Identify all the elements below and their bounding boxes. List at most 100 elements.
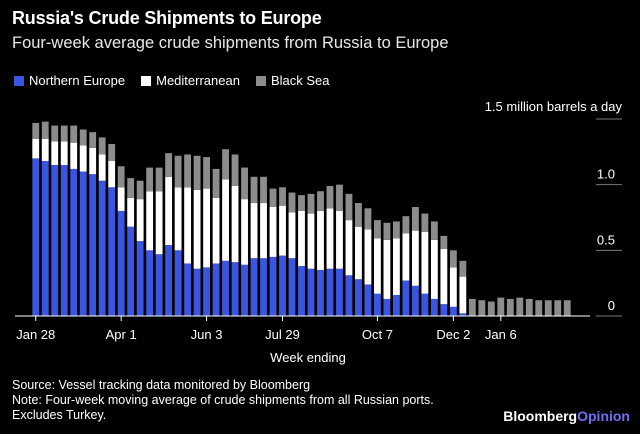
bar-mediterranean <box>250 203 258 259</box>
bar-mediterranean <box>430 239 438 299</box>
bar-northern-europe <box>336 268 343 316</box>
bar-black-sea <box>506 298 514 316</box>
bar-black-sea <box>241 167 248 200</box>
y-tick-label: 0 <box>608 298 615 313</box>
bar-northern-europe <box>51 164 59 316</box>
bar-black-sea <box>193 155 201 190</box>
bar-black-sea <box>32 122 40 139</box>
bar-black-sea <box>317 191 324 211</box>
bar-mediterranean <box>336 210 343 269</box>
bar-mediterranean <box>193 189 201 269</box>
bar-mediterranean <box>392 238 400 295</box>
bar-mediterranean <box>402 233 410 281</box>
bar-northern-europe <box>184 263 192 316</box>
bar-northern-europe <box>98 180 106 316</box>
bar-northern-europe <box>222 260 229 316</box>
bar-black-sea <box>41 121 49 139</box>
brand-main: Bloomberg <box>503 408 578 424</box>
bar-mediterranean <box>184 187 192 264</box>
bar-mediterranean <box>288 212 296 259</box>
bar-northern-europe <box>136 241 144 316</box>
legend-item-mediterranean: Mediterranean <box>141 73 240 88</box>
x-tick-label: Dec 2 <box>436 327 470 342</box>
bar-black-sea <box>374 220 381 239</box>
bar-mediterranean <box>32 138 40 159</box>
legend-label-mediterranean: Mediterranean <box>156 73 240 88</box>
bar-northern-europe <box>241 264 248 316</box>
bar-black-sea <box>468 298 476 316</box>
methodology-note-2: Excludes Turkey. <box>12 408 107 422</box>
bar-mediterranean <box>89 147 97 175</box>
bar-northern-europe <box>392 294 400 316</box>
bar-northern-europe <box>79 171 87 316</box>
bar-northern-europe <box>70 168 78 316</box>
bar-northern-europe <box>165 245 173 316</box>
bar-mediterranean <box>231 185 239 263</box>
bar-northern-europe <box>307 268 315 316</box>
bar-mediterranean <box>260 203 267 259</box>
bar-mediterranean <box>459 276 467 314</box>
bar-northern-europe <box>108 187 116 316</box>
bar-mediterranean <box>374 238 381 294</box>
bar-mediterranean <box>317 210 324 271</box>
bar-black-sea <box>155 167 163 192</box>
bar-black-sea <box>411 206 419 231</box>
bar-black-sea <box>222 149 229 180</box>
legend-label-black-sea: Black Sea <box>270 73 330 88</box>
bar-black-sea <box>269 188 277 207</box>
bar-mediterranean <box>421 231 429 294</box>
legend: Northern Europe Mediterranean Black Sea <box>14 73 330 88</box>
bar-mediterranean <box>241 199 248 265</box>
bar-black-sea <box>127 178 135 198</box>
bar-mediterranean <box>165 176 173 246</box>
x-tick-label: Jan 6 <box>485 327 517 342</box>
bar-mediterranean <box>117 187 125 211</box>
bar-black-sea <box>79 129 87 146</box>
bar-mediterranean <box>364 229 372 285</box>
bar-northern-europe <box>374 293 381 316</box>
bar-mediterranean <box>51 141 59 165</box>
chart-subtitle: Four-week average crude shipments from R… <box>12 34 449 52</box>
bar-northern-europe <box>174 250 182 316</box>
bar-black-sea <box>487 301 495 316</box>
bar-northern-europe <box>269 256 277 316</box>
bar-black-sea <box>525 298 533 316</box>
bar-mediterranean <box>155 191 163 255</box>
bar-black-sea <box>250 176 258 204</box>
bar-black-sea <box>449 250 457 268</box>
bar-black-sea <box>212 168 220 198</box>
bar-black-sea <box>497 297 505 316</box>
bar-black-sea <box>136 180 144 200</box>
bar-black-sea <box>146 167 154 192</box>
bar-mediterranean <box>326 208 334 269</box>
bar-northern-europe <box>459 313 467 316</box>
bar-mediterranean <box>345 220 353 276</box>
bar-mediterranean <box>222 179 229 261</box>
bar-black-sea <box>51 125 59 142</box>
bar-mediterranean <box>60 141 68 165</box>
bar-northern-europe <box>279 255 286 316</box>
bar-black-sea <box>203 157 211 189</box>
bar-northern-europe <box>383 298 391 316</box>
x-tick-label: Jun 3 <box>191 327 223 342</box>
bar-northern-europe <box>430 298 438 316</box>
bar-black-sea <box>364 208 372 230</box>
bar-mediterranean <box>269 206 277 257</box>
bar-black-sea <box>231 154 239 186</box>
bar-black-sea <box>165 153 173 177</box>
legend-item-northern-europe: Northern Europe <box>14 73 125 88</box>
bar-mediterranean <box>307 213 315 269</box>
bar-mediterranean <box>41 138 49 162</box>
bar-northern-europe <box>127 226 135 316</box>
bar-black-sea <box>402 216 410 234</box>
bar-black-sea <box>478 300 486 316</box>
bar-northern-europe <box>117 210 125 316</box>
bar-northern-europe <box>60 164 68 316</box>
bar-northern-europe <box>260 258 267 316</box>
bar-black-sea <box>298 195 305 211</box>
legend-swatch-northern-europe <box>14 75 24 86</box>
bar-northern-europe <box>364 284 372 316</box>
bar-mediterranean <box>440 249 448 305</box>
bar-black-sea <box>563 300 571 316</box>
source-note: Source: Vessel tracking data monitored b… <box>12 378 311 392</box>
